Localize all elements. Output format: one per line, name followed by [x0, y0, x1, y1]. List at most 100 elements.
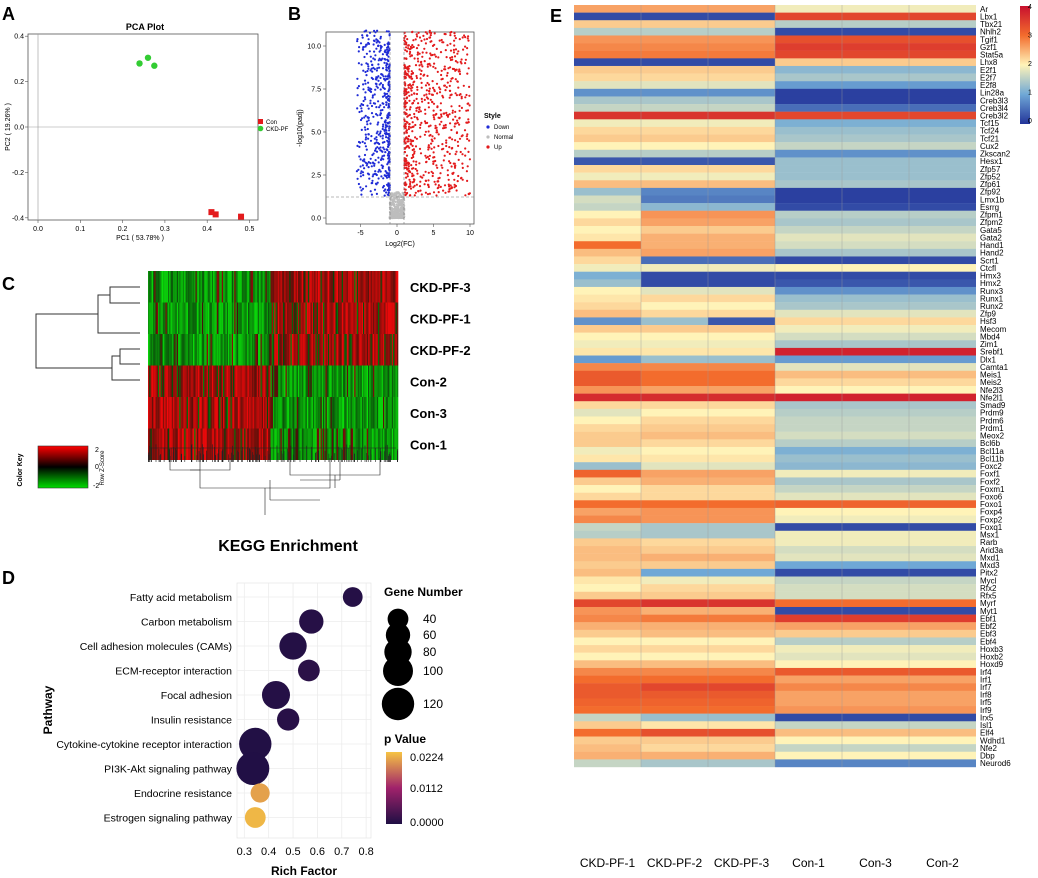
tf-row-label: Rarb	[980, 538, 998, 547]
tf-row-label: Foxp2	[980, 515, 1003, 524]
tf-row-label: Srebf1	[980, 348, 1004, 357]
tf-row-label: Meis1	[980, 371, 1002, 380]
pca-legend-ckd-swatch	[257, 125, 264, 132]
tf-row-label: Ebf3	[980, 630, 997, 639]
kegg-enrichment-chart: KEGG Enrichment Fatty acid metabolism Car…	[41, 538, 463, 878]
tf-row-label: Prdm6	[980, 416, 1004, 425]
tf-row-label: Meis2	[980, 378, 1002, 387]
tf-row-label: Esrrg	[980, 203, 999, 212]
pca-xlabel: PC1 ( 53.78% )	[116, 235, 164, 242]
tf-scale-tick: 1	[1028, 90, 1032, 97]
kegg-point	[297, 659, 320, 682]
tf-row-label: Irf8	[980, 691, 992, 700]
panel-label-d: D	[2, 568, 15, 588]
pca-point-con	[212, 211, 219, 218]
volcano-points-group	[355, 29, 471, 220]
tf-row-label: Tcf21	[980, 134, 1000, 143]
color-key-tick-pos2: 2	[95, 447, 99, 454]
pca-xtick-label: 0.4	[202, 226, 212, 233]
volcano-legend-down-label: Down	[494, 125, 509, 131]
panel-label-c: C	[2, 274, 15, 294]
size-legend-label: 40	[423, 612, 437, 626]
cluster-row-label: Con-1	[410, 437, 447, 452]
tf-row-label: Foxo6	[980, 493, 1003, 502]
tf-row-label: Mxd3	[980, 561, 1000, 570]
pca-point-con	[238, 213, 245, 220]
tf-row-label: Hesx1	[980, 157, 1003, 166]
tf-column-label: Con-1	[792, 856, 825, 870]
kegg-point	[279, 632, 307, 660]
tf-row-label: Tcf15	[980, 119, 1000, 128]
volcano-legend-title: Style	[484, 113, 501, 120]
kegg-point	[236, 752, 270, 785]
pca-xtick-label: 0.3	[160, 226, 170, 233]
panel-label-a: A	[2, 4, 15, 24]
tf-row-label: Elf4	[980, 729, 994, 738]
tf-row-label: Lin28a	[980, 89, 1005, 98]
tf-row-label: Tcf24	[980, 127, 1000, 136]
pca-ytick-label: 0.2	[14, 79, 24, 86]
size-legend-label: 100	[423, 664, 443, 678]
row-dendrogram	[35, 286, 140, 381]
tf-row-label: Nfe2l1	[980, 393, 1004, 402]
color-key-gradient	[37, 445, 89, 489]
tf-row-label: Foxp4	[980, 508, 1003, 517]
cluster-row-label: CKD-PF-3	[410, 280, 471, 295]
tf-row-label: Runx3	[980, 287, 1004, 296]
tf-row-label: Zfp61	[980, 180, 1001, 189]
tf-row-label: E2f8	[980, 81, 997, 90]
tf-row-label: Mxd1	[980, 553, 1000, 562]
tf-row-label: Zim1	[980, 340, 998, 349]
volcano-legend-normal-label: Normal	[494, 135, 513, 141]
tf-row-label: Myt1	[980, 607, 998, 616]
kegg-pathway-label: Carbon metabolism	[141, 617, 232, 629]
color-key-title: Color Key	[17, 453, 24, 486]
pca-ytick-label: -0.4	[12, 215, 24, 222]
tf-row-label: Hoxb2	[980, 653, 1004, 662]
tf-row-label: Ar	[980, 5, 988, 14]
volcano-legend-down-swatch	[486, 125, 490, 129]
tf-row-label: Smad9	[980, 401, 1006, 410]
volcano-ytick-label: 7.5	[311, 87, 321, 94]
tf-row-label: Cux2	[980, 142, 999, 151]
volcano-ylabel: -log10(padj)	[297, 109, 304, 146]
kegg-xlabel: Rich Factor	[271, 864, 337, 878]
tf-row-label: Lbx1	[980, 12, 998, 21]
size-legend-label: 120	[423, 697, 443, 711]
tf-scale-tick: 3	[1028, 33, 1032, 40]
tf-scale-tick: 4	[1028, 4, 1032, 11]
tf-row-label: E2f1	[980, 66, 997, 75]
tf-row-label: Zfp52	[980, 172, 1001, 181]
pca-point-ckd-pf	[151, 62, 158, 69]
tf-row-label: Arid3a	[980, 546, 1004, 555]
tf-row-label: Dlx1	[980, 355, 997, 364]
pvalue-legend-mid: 0.0112	[410, 783, 443, 795]
volcano-xlabel: Log2(FC)	[385, 241, 415, 248]
tf-row-label: Irf5	[980, 698, 992, 707]
kegg-xtick-label: 0.6	[310, 846, 325, 858]
cluster-row-label: Con-2	[410, 374, 447, 389]
tf-row-label: Foxq1	[980, 523, 1003, 532]
tf-scale-tick: 2	[1028, 61, 1032, 68]
pca-title: PCA Plot	[126, 22, 164, 32]
kegg-ylabel: Pathway	[41, 685, 55, 734]
pvalue-legend-title: p Value	[384, 732, 426, 746]
tf-row-label: Runx2	[980, 302, 1004, 311]
tf-row-label: Bcl11a	[980, 447, 1004, 456]
kegg-pathway-label: Endocrine resistance	[134, 788, 232, 800]
tf-column-label: Con-3	[859, 856, 892, 870]
kegg-xtick-label: 0.8	[358, 846, 373, 858]
size-legend-title: Gene Number	[384, 585, 463, 599]
tf-row-label: Zfp57	[980, 165, 1001, 174]
kegg-pathway-label: Estrogen signaling pathway	[104, 813, 233, 825]
tf-row-label: Ebf2	[980, 622, 997, 631]
tf-row-label: Prdm1	[980, 424, 1004, 433]
tf-row-label: Zfp9	[980, 310, 997, 319]
tf-row-label: Lmx1b	[980, 195, 1005, 204]
tf-row-label: Foxo1	[980, 500, 1003, 509]
volcano-ytick-label: 10.0	[307, 44, 321, 51]
tf-row-label: Dbp	[980, 752, 995, 761]
tf-row-label: Rfx5	[980, 592, 997, 601]
tf-row-label: Irf9	[980, 706, 992, 715]
tf-row-label: Hoxd9	[980, 660, 1004, 669]
